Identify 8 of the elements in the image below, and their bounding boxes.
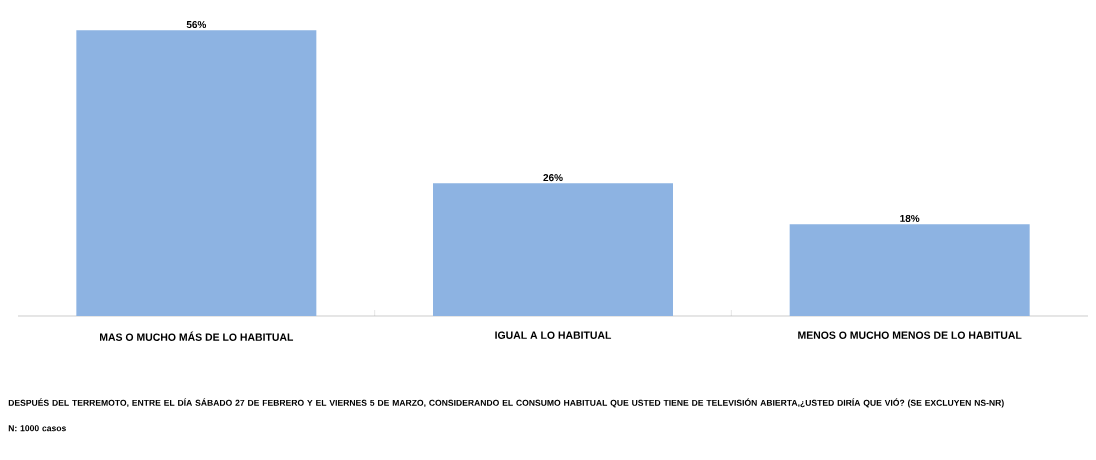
data-label: 56% — [186, 21, 207, 29]
x-tick-label: MAS O MUCHO MÁS DE LO HABITUAL — [100, 331, 294, 341]
data-label: 18% — [900, 214, 920, 222]
x-tick-label: IGUAL A LO HABITUAL — [495, 331, 612, 339]
data-label: 26% — [543, 174, 563, 182]
text: DESPUÉS DEL TERREMOTO, ENTRE EL DÍA SÁBADO 27 DE FEBRERO Y EL VIERNES 5 DE MARZO, CONSIDERANDO EL CONSUMO HABITUAL QUE USTED TIENE DE TELEVISIÓN ABIERTA,¿USTED DIRÍA QUE VIÓ? (SE EXCLUYEN NS-NR) — [8, 398, 1004, 408]
text: N: 1000 casos — [8, 425, 66, 432]
x-tick-label: MENOS O MUCHO MENOS DE LO HABITUAL — [798, 331, 1022, 339]
